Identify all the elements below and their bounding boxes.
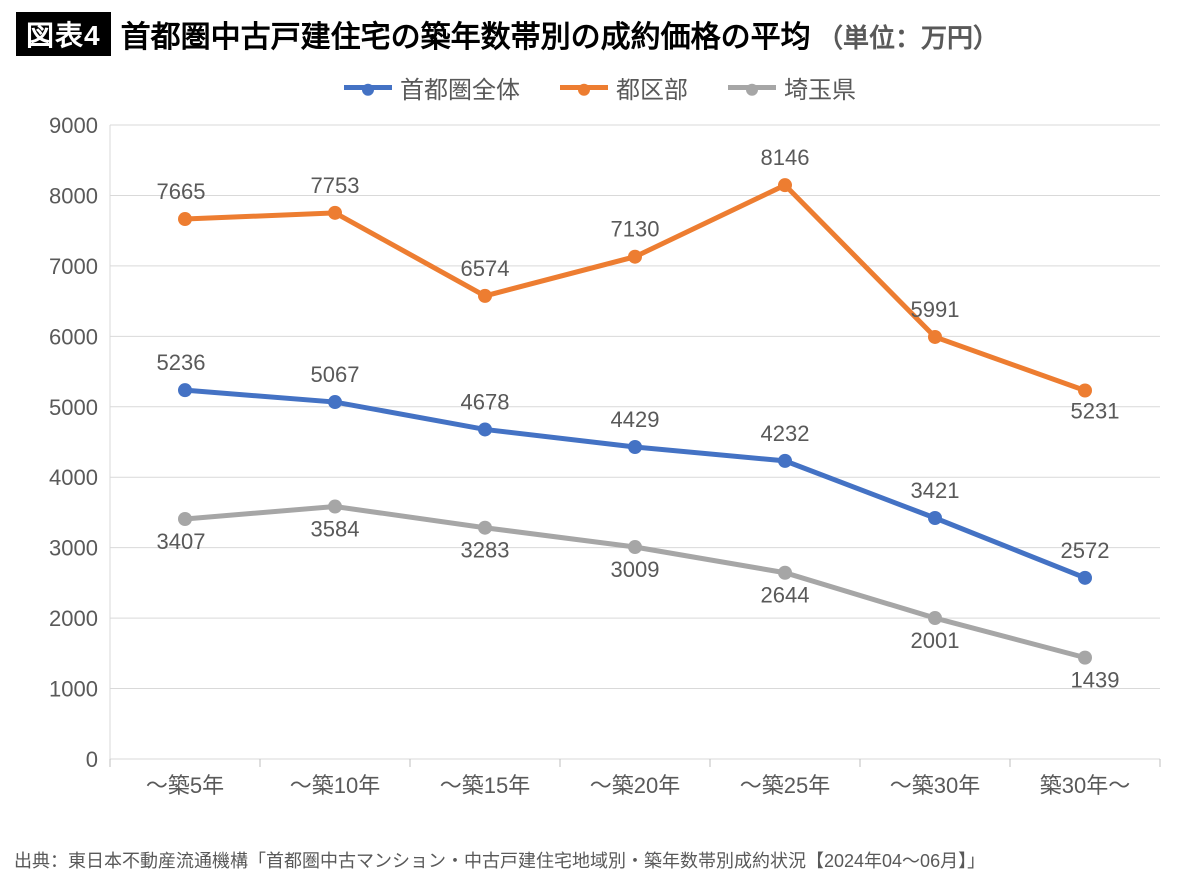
series-marker bbox=[1078, 384, 1092, 398]
data-label: 3283 bbox=[461, 538, 510, 563]
series-marker bbox=[778, 178, 792, 192]
legend-item: 埼玉県 bbox=[728, 70, 856, 105]
data-label: 2644 bbox=[761, 583, 810, 608]
data-label: 5067 bbox=[311, 362, 360, 387]
y-axis-label: 0 bbox=[86, 747, 98, 772]
series-marker bbox=[628, 250, 642, 264]
data-label: 3584 bbox=[311, 517, 360, 542]
x-axis-label: ～築30年 bbox=[890, 773, 980, 798]
source-text: 出典：東日本不動産流通機構「首都圏中古マンション・中古戸建住宅地域別・築年数帯別… bbox=[14, 847, 985, 873]
series-marker bbox=[1078, 651, 1092, 665]
y-axis-label: 1000 bbox=[49, 677, 98, 702]
chart-title-main: 首都圏中古戸建住宅の築年数帯別の成約価格の平均 bbox=[121, 21, 811, 54]
x-axis-label: ～築25年 bbox=[740, 773, 830, 798]
legend-swatch bbox=[728, 85, 776, 90]
legend-label: 首都圏全体 bbox=[400, 70, 520, 105]
series-marker bbox=[928, 511, 942, 525]
series-marker bbox=[1078, 571, 1092, 585]
series-marker bbox=[478, 289, 492, 303]
legend-label: 埼玉県 bbox=[784, 70, 856, 105]
series-marker bbox=[778, 566, 792, 580]
series-marker bbox=[328, 206, 342, 220]
y-axis-label: 6000 bbox=[49, 324, 98, 349]
series-marker bbox=[178, 383, 192, 397]
series-marker bbox=[478, 521, 492, 535]
data-label: 5236 bbox=[157, 350, 206, 375]
series-marker bbox=[178, 512, 192, 526]
data-label: 7130 bbox=[611, 217, 660, 242]
y-axis-label: 9000 bbox=[49, 115, 98, 138]
series-marker bbox=[178, 212, 192, 226]
data-label: 4232 bbox=[761, 421, 810, 446]
data-label: 5991 bbox=[911, 297, 960, 322]
series-marker bbox=[478, 422, 492, 436]
x-axis-label: ～築15年 bbox=[440, 773, 530, 798]
legend-item: 首都圏全体 bbox=[344, 70, 520, 105]
x-axis-label: ～築5年 bbox=[146, 773, 224, 798]
series-marker bbox=[328, 500, 342, 514]
series-marker bbox=[328, 395, 342, 409]
series-marker bbox=[628, 440, 642, 454]
y-axis-label: 3000 bbox=[49, 536, 98, 561]
series-marker bbox=[628, 540, 642, 554]
legend-swatch bbox=[560, 85, 608, 90]
data-label: 7665 bbox=[157, 179, 206, 204]
data-label: 3009 bbox=[611, 557, 660, 582]
y-axis-label: 5000 bbox=[49, 395, 98, 420]
data-label: 3407 bbox=[157, 529, 206, 554]
figure-badge: 図表4 bbox=[16, 12, 111, 56]
chart-title-unit: （単位：万円） bbox=[817, 23, 999, 53]
y-axis-label: 4000 bbox=[49, 465, 98, 490]
series-marker bbox=[778, 454, 792, 468]
data-label: 2001 bbox=[911, 628, 960, 653]
chart-container: 図表4 首都圏中古戸建住宅の築年数帯別の成約価格の平均 （単位：万円） 首都圏全… bbox=[0, 0, 1200, 889]
chart-svg: 0 1000 2000 3000 4000 5000 6000 7000 8000 9000 ～築5… bbox=[30, 115, 1180, 819]
data-label: 7753 bbox=[311, 173, 360, 198]
x-axis-label: ～築20年 bbox=[590, 773, 680, 798]
y-axis-label: 7000 bbox=[49, 254, 98, 279]
data-label: 8146 bbox=[761, 145, 810, 170]
legend-label: 都区部 bbox=[616, 70, 688, 105]
plot-area: 0 1000 2000 3000 4000 5000 6000 7000 8000 9000 ～築5… bbox=[30, 115, 1180, 819]
data-label: 2572 bbox=[1061, 538, 1110, 563]
chart-title: 首都圏中古戸建住宅の築年数帯別の成約価格の平均 （単位：万円） bbox=[121, 12, 999, 56]
data-label: 5231 bbox=[1071, 399, 1120, 424]
legend-item: 都区部 bbox=[560, 70, 688, 105]
series-marker bbox=[928, 611, 942, 625]
series-marker bbox=[928, 330, 942, 344]
data-label: 4429 bbox=[611, 407, 660, 432]
data-label: 1439 bbox=[1071, 668, 1120, 693]
legend: 首都圏全体 都区部 埼玉県 bbox=[0, 70, 1200, 105]
y-axis-label: 2000 bbox=[49, 606, 98, 631]
legend-swatch bbox=[344, 85, 392, 90]
title-row: 図表4 首都圏中古戸建住宅の築年数帯別の成約価格の平均 （単位：万円） bbox=[0, 0, 1200, 56]
x-axis-label: ～築10年 bbox=[290, 773, 380, 798]
data-label: 3421 bbox=[911, 478, 960, 503]
x-axis-label: 築30年～ bbox=[1040, 773, 1130, 798]
data-label: 4678 bbox=[461, 389, 510, 414]
data-label: 6574 bbox=[461, 256, 510, 281]
y-axis-label: 8000 bbox=[49, 183, 98, 208]
